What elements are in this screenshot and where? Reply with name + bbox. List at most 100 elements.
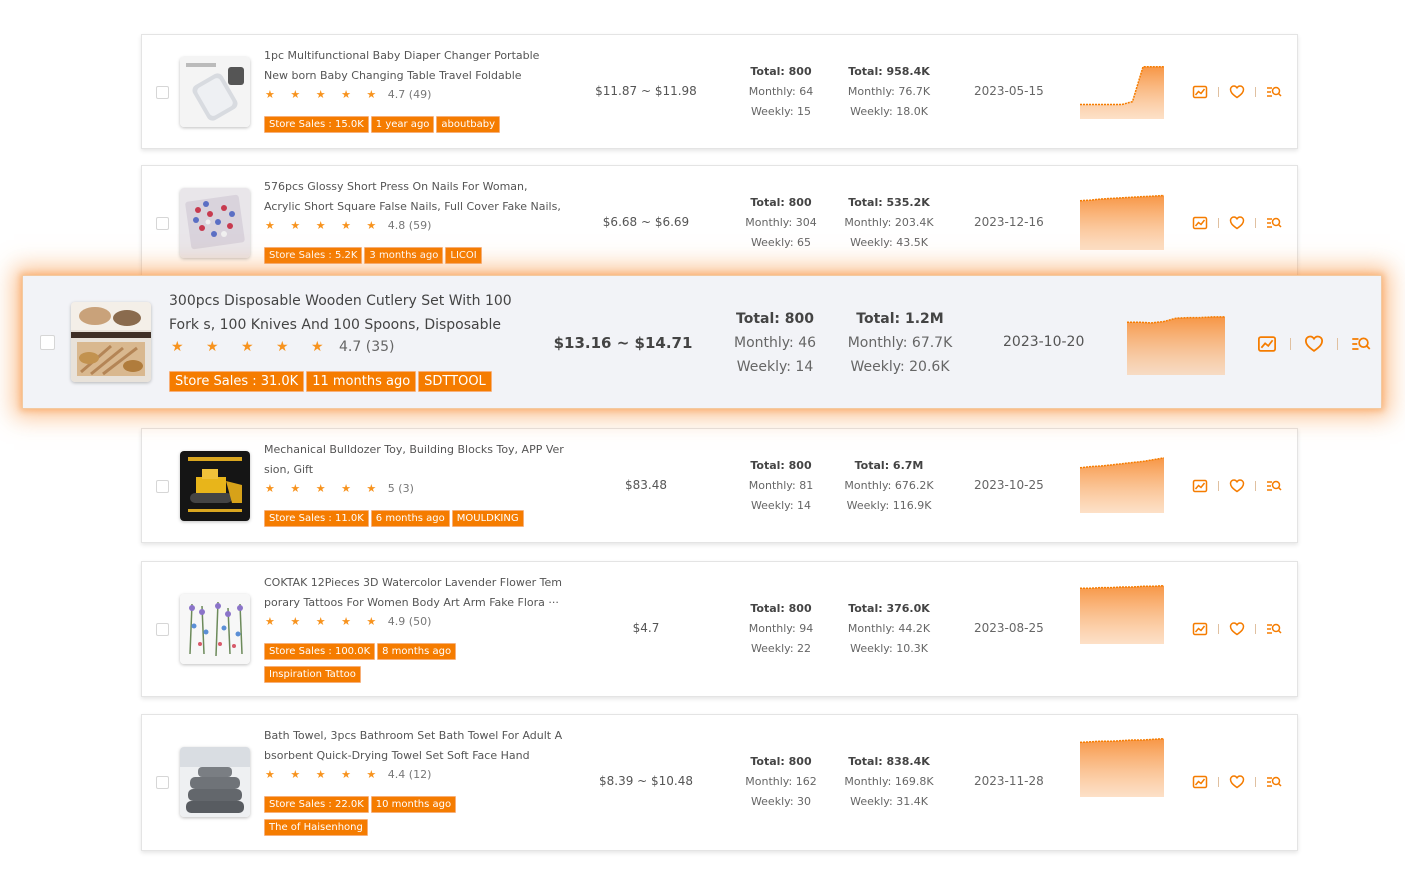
store-sales-tag: Store Sales : 11.0K (264, 510, 369, 527)
product-tags: Store Sales : 15.0K 1 year ago aboutbaby (264, 116, 564, 139)
listed-date: 2023-05-15 (974, 84, 1044, 98)
listed-date: 2023-10-25 (974, 478, 1044, 492)
product-rating: ★ ★ ★ ★ ★ 4.4 (12) (265, 768, 431, 781)
sales-trend-chart[interactable] (1127, 309, 1225, 375)
product-title[interactable]: COKTAK 12Pieces 3D Watercolor Lavender F… (264, 576, 562, 609)
listed-time-tag: 3 months ago (364, 247, 444, 264)
action-divider (1255, 777, 1256, 787)
store-name-tag[interactable]: LICOI (445, 247, 482, 264)
store-name-tag[interactable]: Inspiration Tattoo (264, 666, 361, 683)
heart-icon[interactable] (1303, 333, 1325, 355)
listed-time-tag: 8 months ago (377, 643, 457, 660)
order-weekly: Weekly: 14 (736, 359, 814, 375)
product-image[interactable] (180, 451, 250, 521)
heart-icon[interactable] (1228, 83, 1246, 101)
action-divider (1337, 338, 1338, 350)
store-name-tag[interactable]: The of Haisenhong (264, 819, 368, 836)
trend-chart-icon[interactable] (1191, 620, 1209, 638)
product-row-1[interactable]: 1pc Multifunctional Baby Diaper Changer … (141, 34, 1298, 149)
trend-chart-icon[interactable] (1191, 214, 1209, 232)
product-title[interactable]: Mechanical Bulldozer Toy, Building Block… (264, 443, 564, 476)
action-divider (1218, 218, 1219, 228)
rating-value: 5 (3) (387, 482, 414, 495)
action-divider (1290, 338, 1291, 350)
revenue-stats: Total: 1.2M Monthly: 67.7K Weekly: 20.6K (835, 307, 965, 379)
action-divider (1218, 624, 1219, 634)
revenue-weekly: Weekly: 20.6K (850, 359, 950, 375)
order-stats: Total: 800 Monthly: 162 Weekly: 30 (726, 752, 836, 812)
trend-area (1080, 195, 1164, 250)
search-similar-icon[interactable] (1265, 83, 1283, 101)
product-row-6[interactable]: Bath Towel, 3pcs Bathroom Set Bath Towel… (141, 714, 1298, 851)
listed-time-tag: 10 months ago (370, 796, 457, 813)
order-total: Total: 800 (736, 311, 814, 327)
search-similar-icon[interactable] (1265, 620, 1283, 638)
product-image[interactable] (180, 188, 250, 258)
product-image[interactable] (180, 57, 250, 127)
revenue-total: Total: 1.2M (856, 311, 944, 327)
product-rating: ★ ★ ★ ★ ★ 5 (3) (265, 482, 414, 495)
order-stats: Total: 800 Monthly: 304 Weekly: 65 (726, 193, 836, 253)
product-tags: Store Sales : 22.0K 10 months agoThe of H… (264, 796, 474, 842)
product-row-3-highlighted[interactable]: 300pcs Disposable Wooden Cutlery Set Wit… (22, 275, 1382, 409)
product-tags: Store Sales : 11.0K 6 months ago MOULDKING (264, 510, 564, 533)
sales-trend-chart[interactable] (1080, 61, 1164, 119)
press-on-nails-image (180, 188, 250, 258)
trend-area (1080, 66, 1164, 119)
heart-icon[interactable] (1228, 477, 1246, 495)
product-image[interactable] (180, 747, 250, 817)
product-image[interactable] (71, 302, 151, 382)
trend-chart-icon[interactable] (1191, 773, 1209, 791)
search-similar-icon[interactable] (1350, 333, 1372, 355)
search-similar-icon[interactable] (1265, 214, 1283, 232)
row-checkbox[interactable] (156, 217, 169, 230)
product-image[interactable] (180, 594, 250, 664)
row-checkbox[interactable] (156, 623, 169, 636)
revenue-weekly: Weekly: 43.5K (850, 236, 928, 249)
heart-icon[interactable] (1228, 773, 1246, 791)
sales-trend-chart[interactable] (1080, 455, 1164, 513)
price-range: $8.39 ~ $10.48 (598, 774, 694, 788)
order-stats: Total: 800 Monthly: 64 Weekly: 15 (726, 62, 836, 122)
order-monthly: Monthly: 304 (745, 216, 817, 229)
row-checkbox[interactable] (156, 776, 169, 789)
revenue-weekly: Weekly: 116.9K (846, 499, 932, 512)
product-title[interactable]: 300pcs Disposable Wooden Cutlery Set Wit… (169, 293, 512, 333)
store-name-tag[interactable]: SDTTOOL (418, 371, 492, 392)
product-row-2[interactable]: 576pcs Glossy Short Press On Nails For W… (141, 165, 1298, 280)
listed-date: 2023-12-16 (974, 215, 1044, 229)
product-title[interactable]: 576pcs Glossy Short Press On Nails For W… (264, 180, 561, 213)
revenue-stats: Total: 958.4K Monthly: 76.7K Weekly: 18.… (834, 62, 944, 122)
bath-towel-image (180, 747, 250, 817)
heart-icon[interactable] (1228, 620, 1246, 638)
trend-chart-icon[interactable] (1191, 83, 1209, 101)
sales-trend-chart[interactable] (1080, 582, 1164, 644)
product-title[interactable]: Bath Towel, 3pcs Bathroom Set Bath Towel… (264, 729, 563, 762)
order-weekly: Weekly: 30 (750, 795, 812, 808)
trend-chart-icon[interactable] (1191, 477, 1209, 495)
row-actions (1191, 477, 1283, 495)
product-row-5[interactable]: COKTAK 12Pieces 3D Watercolor Lavender F… (141, 561, 1298, 697)
heart-icon[interactable] (1228, 214, 1246, 232)
rating-stars: ★ ★ ★ ★ ★ (265, 482, 383, 495)
order-weekly: Weekly: 65 (750, 236, 812, 249)
product-row-4[interactable]: Mechanical Bulldozer Toy, Building Block… (141, 428, 1298, 543)
search-similar-icon[interactable] (1265, 773, 1283, 791)
revenue-stats: Total: 376.0K Monthly: 44.2K Weekly: 10.… (834, 599, 944, 659)
store-name-tag[interactable]: aboutbaby (436, 116, 500, 133)
trend-chart-icon[interactable] (1256, 333, 1278, 355)
listed-time-tag: 6 months ago (370, 510, 450, 527)
row-checkbox[interactable] (156, 480, 169, 493)
sales-trend-chart[interactable] (1080, 192, 1164, 250)
row-checkbox[interactable] (156, 86, 169, 99)
product-title[interactable]: 1pc Multifunctional Baby Diaper Changer … (264, 49, 540, 82)
search-similar-icon[interactable] (1265, 477, 1283, 495)
price-range: $4.7 (632, 621, 660, 635)
rating-stars: ★ ★ ★ ★ ★ (265, 219, 383, 232)
sales-trend-chart[interactable] (1080, 735, 1164, 797)
row-actions (1191, 83, 1283, 101)
row-checkbox[interactable] (40, 335, 55, 350)
product-rating: ★ ★ ★ ★ ★ 4.7 (35) (171, 339, 394, 355)
store-name-tag[interactable]: MOULDKING (451, 510, 524, 527)
trend-area (1127, 316, 1225, 375)
